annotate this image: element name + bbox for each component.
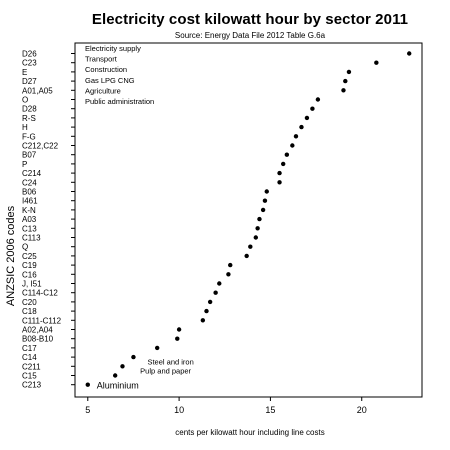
data-point: [281, 161, 286, 167]
data-point: [293, 134, 299, 139]
data-point: [257, 216, 262, 222]
legend-entry: Agriculture: [85, 86, 121, 95]
data-point: [226, 272, 231, 277]
y-tick-label: I461: [22, 197, 38, 206]
y-tick-label: B08-B10: [22, 335, 54, 344]
data-point: [253, 235, 259, 240]
y-tick-label: C15: [22, 372, 37, 381]
y-tick-label: C16: [22, 270, 37, 279]
data-point: [264, 189, 269, 194]
data-point: [175, 336, 180, 341]
data-point: [131, 354, 136, 360]
data-point: [290, 143, 295, 148]
y-tick-label: C212,C22: [22, 142, 59, 151]
y-tick-label: K-N: [22, 206, 36, 215]
y-tick-label: B06: [22, 188, 37, 197]
y-tick-label: E: [22, 68, 27, 77]
x-tick-label: 15: [265, 405, 275, 415]
legend-entry: Public administration: [85, 97, 154, 106]
y-tick-label: C214: [22, 169, 42, 178]
y-tick-label: O: [22, 96, 28, 105]
data-point: [200, 318, 206, 323]
data-point: [284, 152, 290, 157]
y-tick-label: D28: [22, 105, 37, 114]
y-tick-label: A02,A04: [22, 326, 53, 335]
legend-entry: Transport: [85, 55, 118, 64]
data-point: [85, 382, 90, 387]
y-tick-label: B07: [22, 151, 37, 160]
data-point: [120, 364, 125, 369]
data-point: [176, 327, 182, 332]
x-tick-label: 20: [357, 405, 367, 415]
data-point: [207, 299, 213, 305]
data-point: [260, 207, 266, 213]
y-tick-label: D26: [22, 50, 37, 59]
y-axis-label: ANZSIC 2006 codes: [5, 205, 17, 306]
data-point: [310, 106, 315, 111]
chart-title: Electricity cost kilowatt hour by sector…: [91, 11, 409, 28]
data-point: [217, 281, 222, 286]
x-axis-label: cents per kilowatt hour including line c…: [175, 428, 324, 437]
data-point: [255, 226, 260, 231]
point-annotation: Aluminium: [97, 381, 139, 391]
y-tick-label: C25: [22, 252, 37, 261]
data-point: [315, 97, 321, 102]
y-tick-label: H: [22, 123, 28, 132]
chart-subtitle: Source: Energy Data File 2012 Table G.6a: [174, 31, 326, 40]
data-point: [228, 262, 233, 268]
y-tick-label: C24: [22, 178, 37, 187]
legend-entry: Electricity supply: [85, 44, 141, 53]
y-tick-label: D27: [22, 77, 37, 86]
point-annotation: Steel and iron: [147, 357, 193, 366]
y-tick-label: A03: [22, 215, 37, 224]
data-point: [154, 345, 160, 351]
y-tick-label: C23: [22, 59, 37, 68]
data-point: [343, 78, 348, 84]
y-tick-label: C213: [22, 381, 42, 390]
y-tick-label: C20: [22, 298, 37, 307]
y-tick-label: C17: [22, 344, 37, 353]
data-point: [304, 115, 310, 121]
y-tick-label: C13: [22, 224, 37, 233]
data-point: [213, 290, 218, 295]
y-tick-label: P: [22, 160, 27, 169]
y-tick-label: Q: [22, 243, 28, 252]
y-tick-label: C113: [22, 234, 41, 243]
data-point: [244, 253, 249, 259]
data-point: [248, 244, 253, 249]
y-tick-label: J, I51: [22, 280, 42, 289]
data-point: [262, 198, 268, 203]
data-point: [204, 308, 209, 314]
data-point: [277, 170, 282, 176]
x-tick-label: 10: [174, 405, 184, 415]
x-tick-label: 5: [85, 405, 90, 415]
y-tick-label: F-G: [22, 132, 36, 141]
data-point: [277, 180, 282, 185]
y-tick-label: C111-C112: [22, 316, 62, 325]
data-point: [341, 88, 346, 93]
y-tick-label: R-S: [22, 114, 36, 123]
plot-frame: [74, 42, 423, 398]
point-annotation: Pulp and paper: [140, 367, 191, 376]
data-point: [407, 51, 412, 56]
y-tick-label: C14: [22, 353, 37, 362]
legend-entry: Construction: [85, 65, 127, 74]
y-tick-label: C211: [22, 362, 41, 371]
data-point: [346, 69, 352, 75]
y-tick-label: C19: [22, 261, 37, 270]
data-point: [112, 373, 118, 378]
y-tick-label: C114-C12: [22, 289, 58, 298]
legend-entry: Gas LPG CNG: [85, 76, 135, 85]
data-point: [374, 60, 379, 65]
data-point: [299, 124, 304, 130]
y-tick-label: C18: [22, 307, 37, 316]
y-tick-label: A01,A05: [22, 86, 53, 95]
